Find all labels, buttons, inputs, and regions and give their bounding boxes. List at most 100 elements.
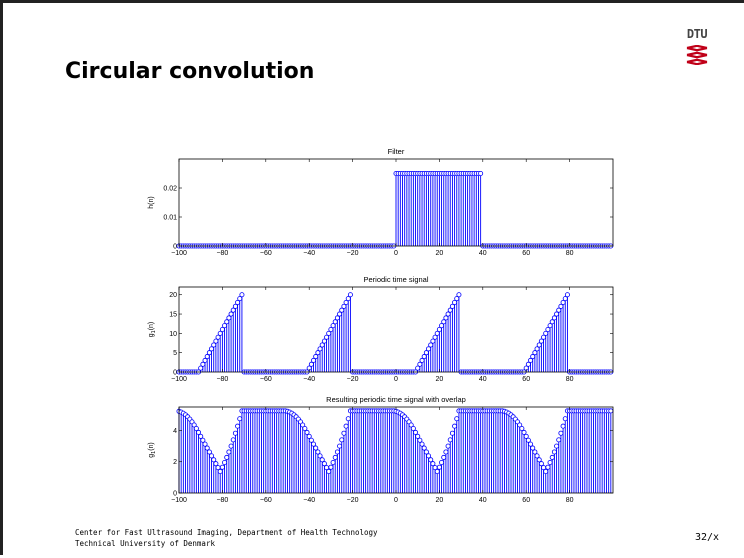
stem-marker <box>441 454 447 460</box>
stem-marker <box>304 429 310 435</box>
stem-marker <box>347 292 353 298</box>
stem-marker <box>239 292 245 298</box>
stem-marker <box>421 354 427 360</box>
stem-marker <box>315 449 321 455</box>
x-tick-label: 0 <box>394 376 398 383</box>
x-tick-label: −60 <box>260 376 272 383</box>
chart-panel-2: Periodic time signal −100 −80 −60 −40 −20 0 20 4… <box>148 275 614 383</box>
stem-marker <box>345 296 351 302</box>
stem-marker <box>417 437 423 443</box>
stem-marker <box>410 425 416 431</box>
stem-marker <box>332 319 338 325</box>
stem-marker <box>302 425 308 431</box>
x-tick-label: −40 <box>303 497 315 504</box>
y-tick-label: 10 <box>169 331 177 338</box>
stem-marker <box>193 425 199 431</box>
x-tick-label: 20 <box>436 497 444 504</box>
stem-marker <box>428 342 434 348</box>
x-tick-label: 0 <box>394 250 398 257</box>
stem-marker <box>560 299 566 305</box>
stem-marker <box>237 416 243 422</box>
stem-marker <box>313 445 319 451</box>
stem-marker <box>551 315 557 321</box>
stem-marker <box>211 457 217 463</box>
stem-marker <box>232 430 238 436</box>
x-tick-label: 80 <box>566 497 574 504</box>
slide-title: Circular convolution <box>65 59 315 84</box>
stem-marker <box>343 423 349 429</box>
footer-line-1: Center for Fast Ultrasound Imaging, Depa… <box>75 528 378 537</box>
stem-marker <box>237 296 243 302</box>
stem-marker <box>554 311 560 317</box>
stem-marker <box>219 464 225 470</box>
x-tick-label: 20 <box>436 250 444 257</box>
stem-marker <box>200 437 206 443</box>
stem-marker <box>530 445 536 451</box>
stem-marker <box>525 437 531 443</box>
stem-marker <box>308 437 314 443</box>
stem-marker <box>436 464 442 470</box>
stem-marker <box>532 350 538 356</box>
footer: Center for Fast Ultrasound Imaging, Depa… <box>75 527 378 549</box>
stem-marker <box>341 430 347 436</box>
stem-marker <box>419 441 425 447</box>
stem-series <box>176 170 614 249</box>
x-tick-label: −100 <box>171 250 187 257</box>
stem-marker <box>332 454 338 460</box>
stem-marker <box>523 433 529 439</box>
stem-marker <box>317 453 323 459</box>
stem-marker <box>211 342 217 348</box>
stem-series <box>176 408 614 493</box>
x-tick-label: −40 <box>303 376 315 383</box>
x-tick-label: −60 <box>260 250 272 257</box>
stem-marker <box>549 319 555 325</box>
stem-marker <box>337 443 343 449</box>
stem-marker <box>313 354 319 360</box>
stem-marker <box>330 460 336 466</box>
y-tick-label: 4 <box>173 428 177 435</box>
y-tick-label: 0 <box>173 370 177 377</box>
stem-marker <box>217 468 223 474</box>
stem-marker <box>541 465 547 471</box>
stem-marker <box>434 468 440 474</box>
stem-marker <box>538 461 544 467</box>
stem-marker <box>235 299 241 305</box>
y-tick-label: 2 <box>173 459 177 466</box>
stem-marker <box>337 311 343 317</box>
dtu-logo-mark-icon <box>686 45 708 65</box>
stem-marker <box>204 354 210 360</box>
x-tick-label: −80 <box>216 250 228 257</box>
charts-canvas: Filter−100 −80 −60 −40 −20 0 20 40 60 8000.010.02… <box>148 147 614 504</box>
stem-marker <box>328 464 334 470</box>
stem-marker <box>206 350 212 356</box>
stem-marker <box>230 437 236 443</box>
x-tick-label: 80 <box>566 250 574 257</box>
stem-marker <box>452 299 458 305</box>
stem-marker <box>230 307 236 313</box>
x-tick-label: −20 <box>347 497 359 504</box>
stem-marker <box>439 460 445 466</box>
y-tick-label: 0.01 <box>163 215 177 222</box>
stem-marker <box>447 437 453 443</box>
stem-marker <box>415 365 421 371</box>
stem-marker <box>413 429 419 435</box>
stem-marker <box>426 453 432 459</box>
stem-marker <box>456 292 462 298</box>
stem-marker <box>228 311 234 317</box>
stem-marker <box>209 346 215 352</box>
stem-marker <box>300 422 306 428</box>
stem-marker <box>315 350 321 356</box>
dtu-logo: DTU <box>685 27 709 69</box>
stem-marker <box>408 422 414 428</box>
stem-marker <box>308 361 314 367</box>
footer-line-2: Technical University of Denmark <box>75 539 215 548</box>
stem-marker <box>415 433 421 439</box>
stem-marker <box>213 461 219 467</box>
stem-marker <box>556 307 562 313</box>
stem-marker <box>426 346 432 352</box>
stem-marker <box>423 449 429 455</box>
stem-marker <box>432 334 438 340</box>
stem-marker <box>311 441 317 447</box>
stem-marker <box>339 437 345 443</box>
stem-marker <box>215 334 221 340</box>
